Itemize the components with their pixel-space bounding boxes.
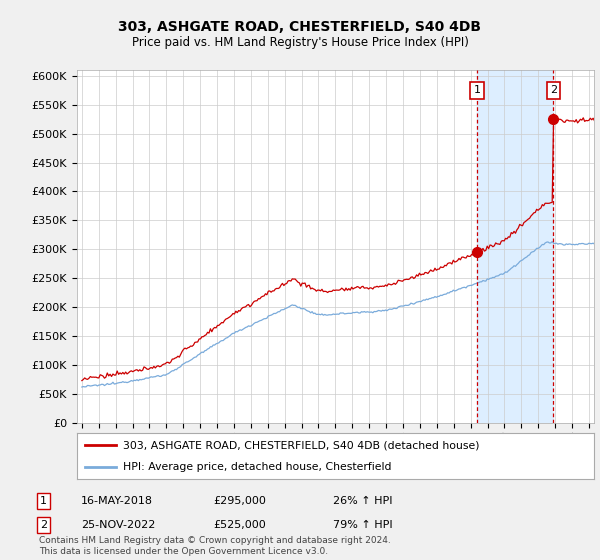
Text: 303, ASHGATE ROAD, CHESTERFIELD, S40 4DB: 303, ASHGATE ROAD, CHESTERFIELD, S40 4DB: [119, 20, 482, 34]
Text: 26% ↑ HPI: 26% ↑ HPI: [333, 496, 392, 506]
Text: 16-MAY-2018: 16-MAY-2018: [81, 496, 153, 506]
Text: 303, ASHGATE ROAD, CHESTERFIELD, S40 4DB (detached house): 303, ASHGATE ROAD, CHESTERFIELD, S40 4DB…: [124, 440, 480, 450]
Text: £295,000: £295,000: [213, 496, 266, 506]
Text: 2: 2: [40, 520, 47, 530]
Text: HPI: Average price, detached house, Chesterfield: HPI: Average price, detached house, Ches…: [124, 463, 392, 472]
Text: Price paid vs. HM Land Registry's House Price Index (HPI): Price paid vs. HM Land Registry's House …: [131, 36, 469, 49]
Text: 2: 2: [550, 85, 557, 95]
Text: 25-NOV-2022: 25-NOV-2022: [81, 520, 155, 530]
Text: 79% ↑ HPI: 79% ↑ HPI: [333, 520, 392, 530]
Text: 1: 1: [40, 496, 47, 506]
Bar: [477, 70, 553, 423]
Text: Contains HM Land Registry data © Crown copyright and database right 2024.
This d: Contains HM Land Registry data © Crown c…: [39, 536, 391, 556]
Text: £525,000: £525,000: [213, 520, 266, 530]
Text: 1: 1: [473, 85, 481, 95]
